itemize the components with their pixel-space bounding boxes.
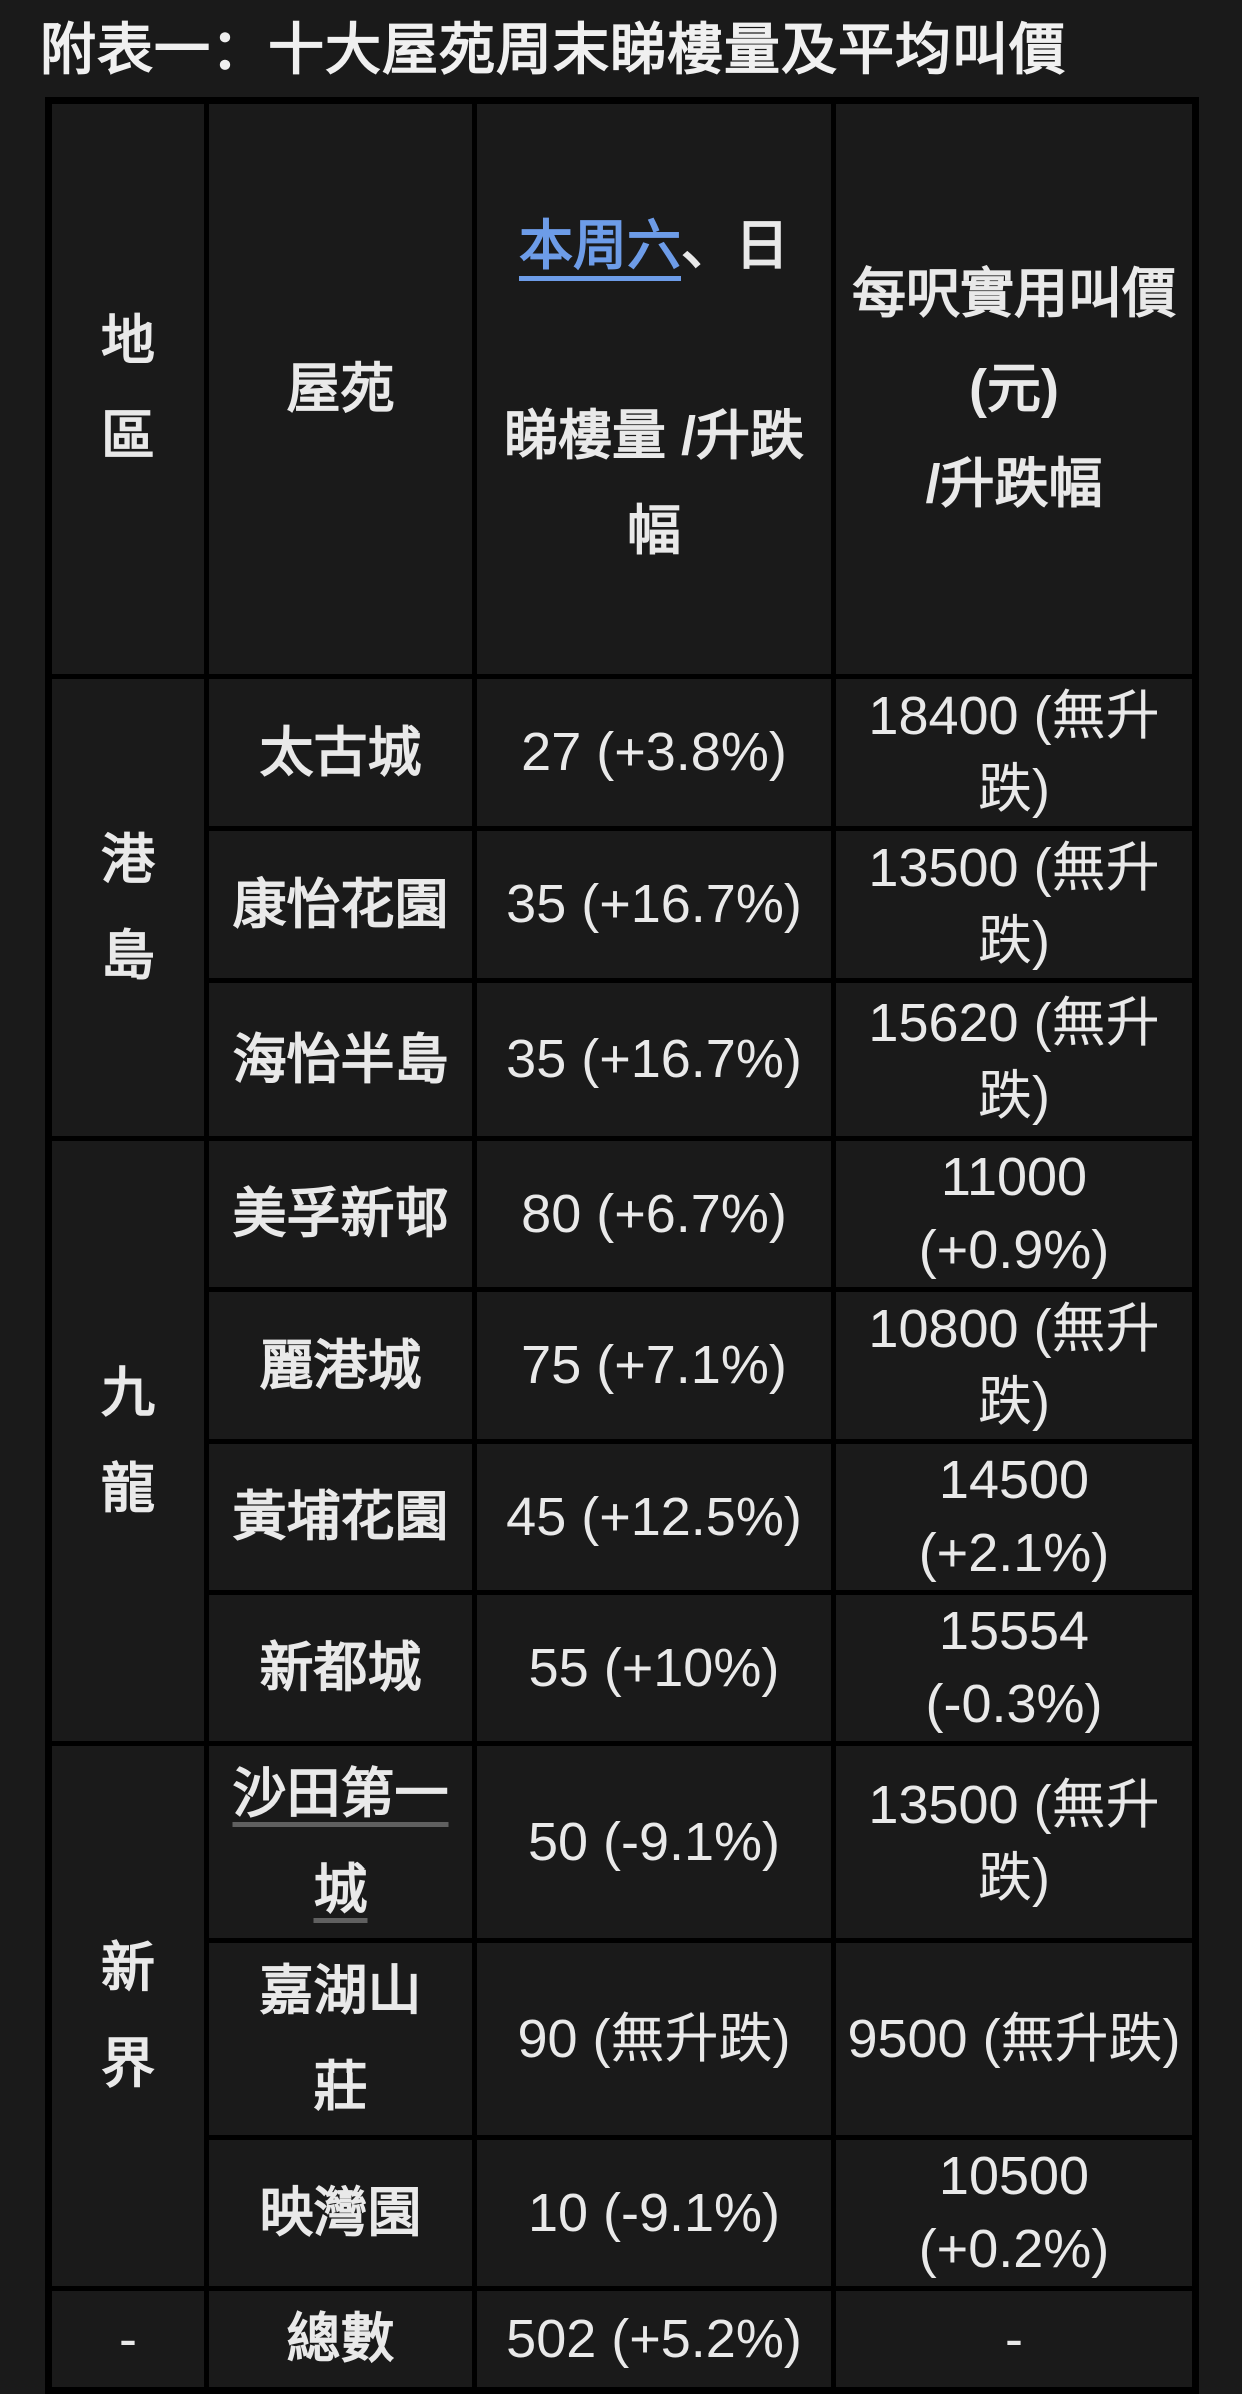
- total-row: - 總數 502 (+5.2%) -: [46, 2286, 1198, 2394]
- price-cell: 18400 (無升 跌): [831, 674, 1198, 832]
- price-header-cell: 每呎實用叫價 (元) /升跌幅: [831, 98, 1198, 680]
- views-cell: 35 (+16.7%): [472, 978, 836, 1142]
- price-cell: 9500 (無升跌): [831, 1938, 1198, 2141]
- price-cell: 15620 (無升 跌): [831, 978, 1198, 1142]
- estate-cell: 映灣園: [204, 2135, 477, 2292]
- estate-cell: 麗港城: [204, 1287, 477, 1445]
- views-header-rest: 睇樓量 /升跌 幅: [503, 406, 804, 562]
- region-cell-kowloon: 九 龍: [46, 1136, 209, 1747]
- views-header-line1: 本周六、日: [485, 199, 823, 294]
- page: { "title": "附表一：十大屋苑周末睇樓量及平均叫價", "colors…: [0, 16, 1242, 2394]
- estate-cell: 康怡花園: [204, 826, 477, 984]
- views-header-line1-rest: 、日: [681, 216, 789, 277]
- region-cell-total: -: [46, 2286, 209, 2394]
- estate-cell: 太古城: [204, 674, 477, 832]
- estates-table: 地 區 屋苑 本周六、日 睇樓量 /升跌 幅 每呎實用叫價 (元) /升跌幅 港…: [45, 97, 1199, 2394]
- price-cell: 10500 (+0.2%): [831, 2135, 1198, 2292]
- table-row-kingswood: 嘉湖山 莊 90 (無升跌) 9500 (無升跌): [49, 1938, 1198, 2141]
- views-cell: 50 (-9.1%): [472, 1741, 836, 1944]
- header-row: 地 區 屋苑 本周六、日 睇樓量 /升跌 幅 每呎實用叫價 (元) /升跌幅: [46, 98, 1198, 680]
- table-row-south-horizons: 海怡半島 35 (+16.7%) 15620 (無升 跌): [49, 978, 1198, 1142]
- views-cell: 502 (+5.2%): [472, 2286, 836, 2394]
- views-cell: 75 (+7.1%): [472, 1287, 836, 1445]
- table-row-caribbean-coast: 映灣園 10 (-9.1%) 10500 (+0.2%): [49, 2135, 1198, 2292]
- views-header-cell: 本周六、日 睇樓量 /升跌 幅: [472, 98, 836, 680]
- estate-cell: 沙田第一 城: [204, 1741, 477, 1944]
- estate-cell: 海怡半島: [204, 978, 477, 1142]
- price-cell: -: [831, 2286, 1198, 2394]
- estate-cell: 嘉湖山 莊: [204, 1938, 477, 2141]
- price-cell: 15554 (-0.3%): [831, 1590, 1198, 1747]
- region-header-cell: 地 區: [46, 98, 209, 680]
- estate-cell: 新都城: [204, 1590, 477, 1747]
- table-row-taikoo: 港 島 太古城 27 (+3.8%) 18400 (無升 跌): [46, 674, 1198, 1142]
- total-label-cell: 總數: [204, 2286, 477, 2394]
- views-cell: 45 (+12.5%): [472, 1439, 836, 1596]
- views-cell: 27 (+3.8%): [472, 674, 836, 832]
- table-row-kornhill: 康怡花園 35 (+16.7%) 13500 (無升 跌): [49, 826, 1198, 984]
- region-cell-hk-island: 港 島: [46, 674, 209, 1142]
- table-row-metro-city: 新都城 55 (+10%) 15554 (-0.3%): [49, 1590, 1198, 1747]
- estate-cell: 美孚新邨: [204, 1136, 477, 1293]
- price-cell: 11000 (+0.9%): [831, 1136, 1198, 1293]
- table-row-mei-foo: 九 龍 美孚新邨 80 (+6.7%) 11000 (+0.9%): [46, 1136, 1198, 1747]
- price-cell: 10800 (無升 跌): [831, 1287, 1198, 1445]
- price-cell: 13500 (無升 跌): [831, 1741, 1198, 1944]
- views-cell: 35 (+16.7%): [472, 826, 836, 984]
- price-cell: 14500 (+2.1%): [831, 1439, 1198, 1596]
- table-row-whampoa: 黃埔花園 45 (+12.5%) 14500 (+2.1%): [49, 1439, 1198, 1596]
- region-cell-new-territories: 新 界: [46, 1741, 209, 2292]
- views-cell: 80 (+6.7%): [472, 1136, 836, 1293]
- page-title: 附表一：十大屋苑周末睇樓量及平均叫價: [40, 18, 1066, 81]
- table-row-laguna-city: 麗港城 75 (+7.1%) 10800 (無升 跌): [49, 1287, 1198, 1445]
- estate-cell: 黃埔花園: [204, 1439, 477, 1596]
- views-cell: 90 (無升跌): [472, 1938, 836, 2141]
- table-row-city-one: 新 界 沙田第一 城 50 (-9.1%) 13500 (無升 跌): [46, 1741, 1198, 2292]
- estate-header-cell: 屋苑: [204, 98, 477, 680]
- this-saturday-link[interactable]: 本周六: [519, 216, 681, 277]
- views-cell: 10 (-9.1%): [472, 2135, 836, 2292]
- estate-link[interactable]: 沙田第一 城: [232, 1764, 449, 1921]
- price-cell: 13500 (無升 跌): [831, 826, 1198, 984]
- views-cell: 55 (+10%): [472, 1590, 836, 1747]
